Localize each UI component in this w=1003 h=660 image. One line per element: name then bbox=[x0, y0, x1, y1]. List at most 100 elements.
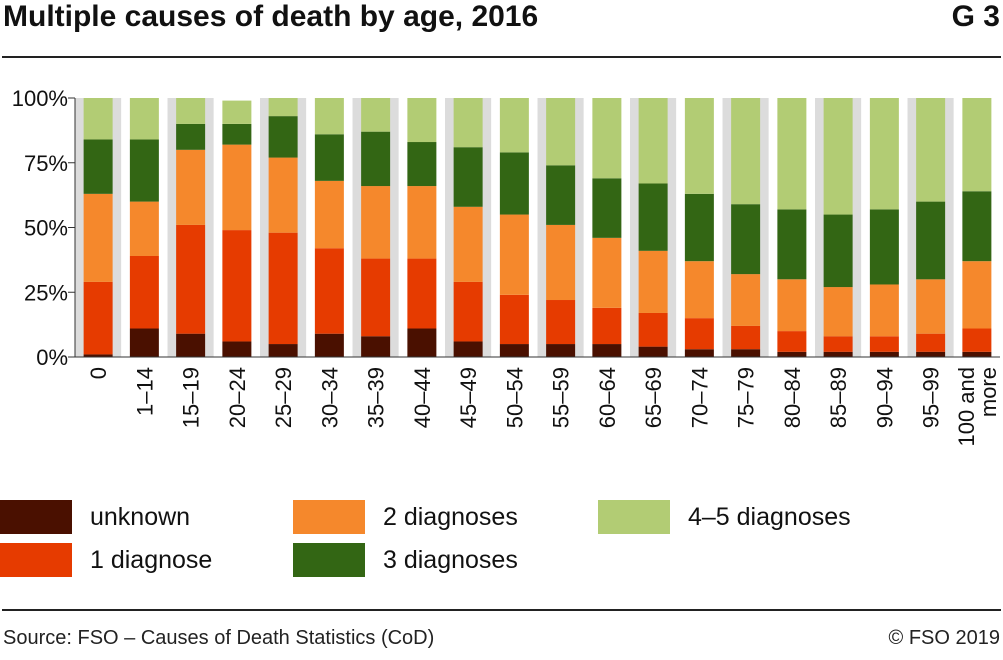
bar-segment bbox=[407, 328, 437, 357]
bar-segment bbox=[546, 98, 576, 166]
bar-segment bbox=[592, 307, 622, 345]
legend-label-4-5-diagnoses: 4–5 diagnoses bbox=[688, 502, 851, 531]
bar-segment bbox=[176, 333, 206, 357]
bar-segment bbox=[499, 344, 529, 357]
bar-segment bbox=[823, 98, 853, 215]
bar-segment bbox=[83, 281, 113, 355]
legend-3-diagnoses: 3 diagnoses bbox=[293, 543, 518, 577]
x-tick-label: 55–59 bbox=[549, 367, 574, 428]
bar-segment bbox=[638, 312, 668, 347]
bar-segment bbox=[869, 284, 899, 337]
bar-segment bbox=[314, 248, 344, 334]
x-tick-label: 90–94 bbox=[872, 367, 897, 428]
bar-segment bbox=[962, 261, 992, 329]
legend-2-diagnoses: 2 diagnoses bbox=[293, 500, 518, 534]
bar-segment bbox=[407, 142, 437, 187]
bar-segment bbox=[176, 149, 206, 225]
bar-segment bbox=[314, 333, 344, 357]
bar-segment bbox=[916, 98, 946, 202]
x-tick-label: 80–84 bbox=[780, 367, 805, 428]
x-tick-label: 85–89 bbox=[826, 367, 851, 428]
legend-4-5-diagnoses: 4–5 diagnoses bbox=[598, 500, 851, 534]
bar-segment bbox=[453, 206, 483, 282]
bar-segment bbox=[916, 279, 946, 334]
bar-segment bbox=[777, 351, 807, 357]
y-tick-label: 0% bbox=[36, 345, 68, 370]
bar-segment bbox=[129, 255, 159, 329]
bar-segment bbox=[407, 186, 437, 259]
x-tick-label: 25–29 bbox=[271, 367, 296, 428]
legend-1-diagnose: 1 diagnose bbox=[0, 543, 212, 577]
bar-segment bbox=[222, 341, 252, 357]
bar-segment bbox=[777, 331, 807, 352]
bar-segment bbox=[823, 336, 853, 352]
x-tick-label: 95–99 bbox=[919, 367, 944, 428]
x-tick-label: 65–69 bbox=[641, 367, 666, 428]
bar-segment bbox=[129, 139, 159, 202]
bar-segment bbox=[222, 100, 252, 124]
bar-segment bbox=[222, 123, 252, 145]
bar-segment bbox=[222, 230, 252, 342]
bar-segment bbox=[962, 351, 992, 357]
bar-segment bbox=[314, 180, 344, 249]
bar-segment bbox=[361, 131, 391, 187]
bar-segment bbox=[638, 98, 668, 184]
bar-segment bbox=[314, 134, 344, 181]
bar-segment bbox=[777, 209, 807, 280]
x-tick-label: 15–19 bbox=[179, 367, 204, 428]
bar-segment bbox=[176, 98, 206, 124]
legend-unknown: unknown bbox=[0, 500, 190, 534]
bar-segment bbox=[592, 178, 622, 238]
bar-segment bbox=[869, 98, 899, 210]
bar-segment bbox=[268, 98, 298, 117]
bar-segment bbox=[916, 333, 946, 352]
bar-segment bbox=[592, 344, 622, 357]
bar-segment bbox=[777, 98, 807, 210]
legend-label-2-diagnoses: 2 diagnoses bbox=[383, 502, 518, 531]
x-tick-label-line: more bbox=[976, 367, 1001, 417]
legend-swatch-4-5-diagnoses bbox=[598, 500, 670, 534]
bar-segment bbox=[499, 294, 529, 345]
bar-segment bbox=[546, 344, 576, 357]
bar-segment bbox=[684, 318, 714, 350]
bar-segment bbox=[407, 258, 437, 329]
bar-segment bbox=[176, 224, 206, 334]
top-rule bbox=[2, 56, 1001, 58]
y-tick-label: 25% bbox=[24, 280, 68, 305]
legend-label-1-diagnose: 1 diagnose bbox=[90, 545, 213, 574]
source-note: Source: FSO – Causes of Death Statistics… bbox=[3, 627, 435, 649]
bar-segment bbox=[83, 193, 113, 282]
figure-number: G 3 bbox=[951, 0, 1000, 33]
legend-swatch-1-diagnose bbox=[0, 543, 72, 577]
bar-segment bbox=[731, 274, 761, 326]
bar-segment bbox=[869, 351, 899, 357]
legend-swatch-unknown bbox=[0, 500, 72, 534]
bar-segment bbox=[129, 328, 159, 357]
bar-segment bbox=[869, 209, 899, 285]
bar-segment bbox=[638, 346, 668, 357]
legend-swatch-3-diagnoses bbox=[293, 543, 365, 577]
bar-segment bbox=[499, 214, 529, 295]
x-tick-label: 100 andmore bbox=[954, 367, 1001, 447]
bar-segment bbox=[129, 201, 159, 256]
x-tick-label: 45–49 bbox=[456, 367, 481, 428]
legend-label-3-diagnoses: 3 diagnoses bbox=[383, 545, 518, 574]
copyright: © FSO 2019 bbox=[888, 627, 1000, 649]
bar-segment bbox=[361, 98, 391, 132]
bar-segment bbox=[592, 98, 622, 179]
stacked-bar-chart: 0% 25% 50% 75% 100% 0 1–14 15–19 20–24 25–29 30–34… bbox=[12, 86, 1001, 447]
bar-segment bbox=[453, 98, 483, 148]
bar-segment bbox=[823, 351, 853, 357]
chart-title: Multiple causes of death by age, 2016 bbox=[3, 0, 539, 33]
bar-segment bbox=[361, 258, 391, 337]
y-tick-label: 50% bbox=[24, 216, 68, 241]
bar-segment bbox=[499, 152, 529, 215]
x-tick-label: 35–39 bbox=[364, 367, 389, 428]
bar-segment bbox=[731, 204, 761, 275]
bar-segment bbox=[962, 191, 992, 262]
bar-segment bbox=[361, 186, 391, 259]
bar-segment bbox=[222, 144, 252, 231]
bar-segment bbox=[731, 325, 761, 350]
x-tick-label: 70–74 bbox=[687, 367, 712, 428]
bar-segment bbox=[268, 157, 298, 233]
